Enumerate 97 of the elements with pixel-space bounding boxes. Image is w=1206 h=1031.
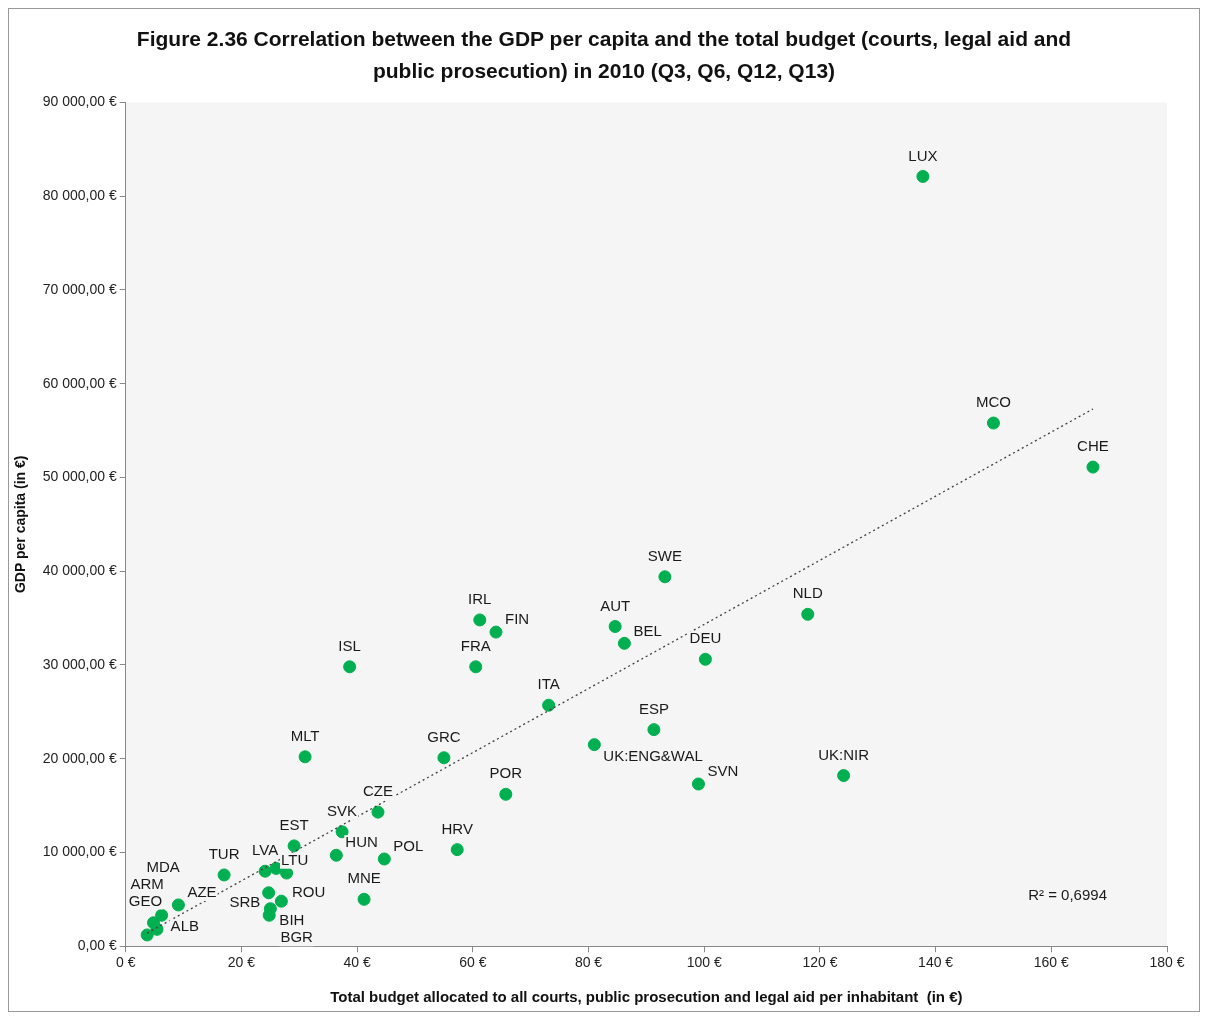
- point: [371, 805, 385, 819]
- point: [450, 843, 464, 857]
- annotation: MDA: [146, 858, 180, 876]
- annotation: FIN: [504, 610, 530, 628]
- y-tick-label: 80 000,00 €: [42, 187, 117, 204]
- y-tick-label: 50 000,00 €: [42, 468, 117, 485]
- annotation: GEO: [128, 891, 163, 909]
- annotation: LUX: [908, 146, 938, 164]
- point: [140, 928, 154, 942]
- x-tick-label: 160 €: [1033, 954, 1070, 971]
- x-tick-label: 40 €: [343, 954, 371, 971]
- point: [698, 652, 712, 666]
- annotation: DEU: [689, 629, 722, 647]
- point: [617, 636, 631, 650]
- point: [647, 723, 661, 737]
- point: [329, 848, 343, 862]
- annotation: BEL: [633, 621, 662, 639]
- annotation: MLT: [290, 726, 320, 744]
- point: [587, 738, 601, 752]
- point: [473, 613, 487, 627]
- point: [274, 894, 288, 908]
- annotation: ESP: [638, 699, 669, 717]
- point: [217, 868, 231, 882]
- point: [335, 825, 349, 839]
- y-tick-label: 10 000,00 €: [42, 843, 117, 860]
- x-tick-label: 0 €: [116, 954, 136, 971]
- chart-title: Figure 2.36 Correlation between the GDP per capita and the total budget (courts, legal aid and public prosecution) in 2010 (Q3, Q6, Q12, Q13): [135, 26, 1073, 84]
- point: [986, 416, 1000, 430]
- x-axis-title: Total budget allocated to all courts, public prosecution and legal aid per inhabitant (in €): [330, 988, 963, 1006]
- y-tick-label: 90 000,00 €: [42, 93, 117, 110]
- annotation: AZE: [187, 883, 217, 901]
- point: [171, 898, 185, 912]
- y-tick-label: 40 000,00 €: [42, 562, 117, 579]
- annotation: POL: [393, 837, 424, 855]
- x-tick-label: 20 €: [227, 954, 256, 971]
- point: [155, 908, 169, 922]
- x-tick-label: 140 €: [918, 954, 954, 971]
- annotation: LVA: [252, 841, 279, 859]
- annotation: R² = 0,6994: [1028, 886, 1107, 904]
- y-tick-label: 30 000,00 €: [42, 655, 117, 672]
- annotation: MCO: [975, 393, 1011, 411]
- point: [837, 769, 851, 783]
- annotation: NLD: [792, 584, 823, 602]
- point: [377, 852, 391, 866]
- point: [608, 619, 622, 633]
- annotation: BGR: [280, 928, 314, 946]
- annotation: SVN: [707, 762, 739, 780]
- x-tick-label: 120 €: [802, 954, 838, 971]
- annotation: GRC: [427, 727, 461, 745]
- annotation: MNE: [347, 869, 381, 887]
- point: [262, 886, 276, 900]
- annotation: ITA: [537, 675, 560, 693]
- y-tick-label: 60 000,00 €: [42, 374, 117, 391]
- annotation: IRL: [468, 590, 492, 608]
- annotation: FRA: [460, 636, 491, 654]
- point: [542, 698, 556, 712]
- point: [298, 750, 312, 764]
- annotation: SRB: [229, 893, 261, 911]
- annotation: TUR: [208, 845, 240, 863]
- annotation: UK:ENG&WAL: [603, 746, 703, 764]
- point: [916, 169, 930, 183]
- annotation: AUT: [600, 596, 631, 614]
- annotation: UK:NIR: [818, 745, 870, 763]
- y-tick-label: 20 000,00 €: [42, 749, 117, 766]
- point: [489, 625, 503, 639]
- annotation: CZE: [362, 782, 393, 800]
- annotation: EST: [279, 816, 309, 834]
- annotation: POR: [489, 764, 523, 782]
- x-tick-label: 80 €: [574, 954, 603, 971]
- annotation: ARM: [130, 875, 164, 893]
- point: [437, 751, 451, 765]
- annotation: HRV: [441, 819, 473, 837]
- annotation: CHE: [1077, 437, 1109, 455]
- annotation: ALB: [170, 917, 199, 935]
- point: [691, 777, 705, 791]
- y-axis-title: GDP per capita (in €): [12, 455, 29, 594]
- annotation: ROU: [291, 882, 326, 900]
- point: [287, 839, 301, 853]
- annotation: ISL: [338, 636, 361, 654]
- x-tick-label: 60 €: [459, 954, 487, 971]
- annotation: LTU: [281, 850, 309, 868]
- annotation: HUN: [345, 833, 378, 851]
- point: [499, 787, 513, 801]
- point: [343, 660, 357, 674]
- point: [469, 660, 483, 674]
- annotation: SVK: [327, 801, 358, 819]
- annotation: SWE: [647, 546, 682, 564]
- annotation: BIH: [279, 910, 305, 928]
- y-tick-label: 0,00 €: [77, 937, 117, 954]
- point: [658, 570, 672, 584]
- x-tick-label: 180 €: [1149, 954, 1185, 971]
- y-tick-label: 70 000,00 €: [42, 280, 117, 297]
- point: [1086, 460, 1100, 474]
- point: [258, 864, 272, 878]
- point: [801, 607, 815, 621]
- x-tick-label: 100 €: [686, 954, 722, 971]
- point: [357, 892, 371, 906]
